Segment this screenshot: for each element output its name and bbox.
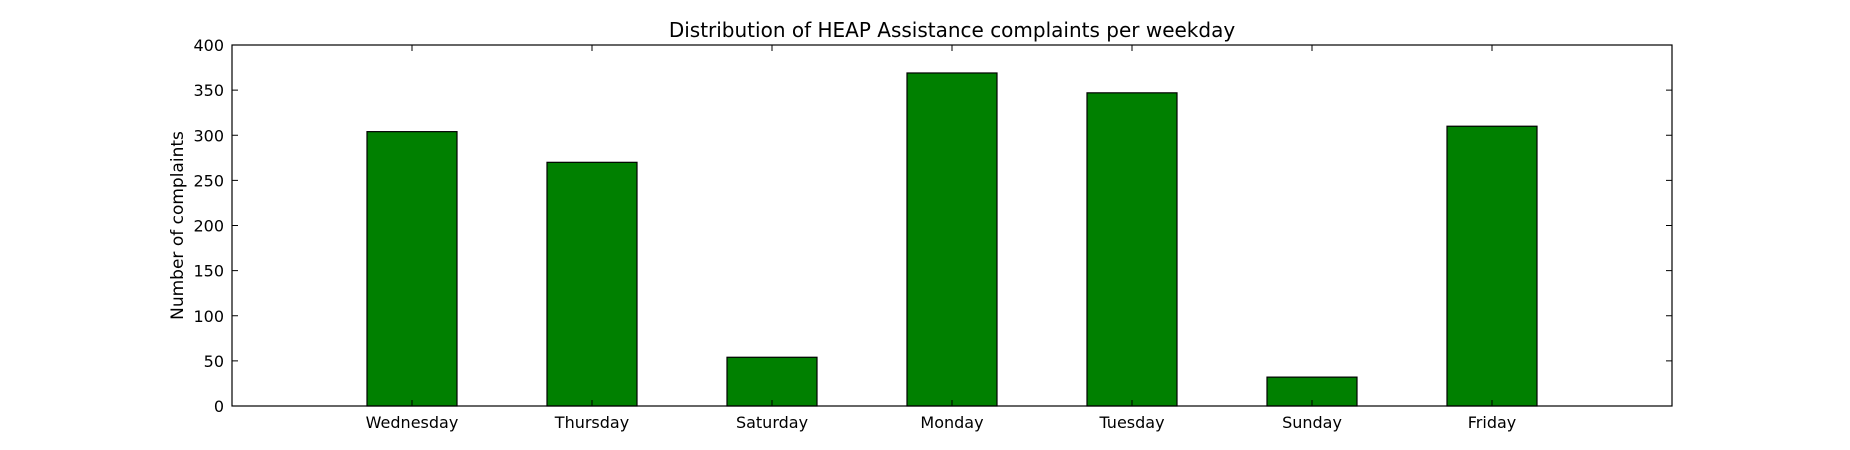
x-tick-label: Thursday: [554, 413, 629, 432]
bars-layer: [366, 72, 1538, 407]
x-tick-label: Monday: [920, 413, 983, 432]
bar-saturday: [726, 356, 818, 407]
y-tick-label: 150: [193, 262, 224, 281]
x-tick-label: Tuesday: [1098, 413, 1164, 432]
bar-monday: [906, 72, 998, 407]
y-tick-label: 100: [193, 307, 224, 326]
y-tick-label: 0: [214, 397, 224, 416]
x-tick-label: Sunday: [1282, 413, 1342, 432]
y-tick-label: 50: [204, 352, 224, 371]
x-tick-label: Saturday: [736, 413, 808, 432]
y-tick-label: 200: [193, 217, 224, 236]
y-tick-label: 300: [193, 126, 224, 145]
chart-title: Distribution of HEAP Assistance complain…: [669, 18, 1236, 42]
x-tick-label: Friday: [1468, 413, 1517, 432]
bar-tuesday: [1086, 92, 1178, 407]
bar-thursday: [546, 161, 638, 407]
y-tick-label: 350: [193, 81, 224, 100]
x-tick-label: Wednesday: [366, 413, 459, 432]
y-tick-label: 250: [193, 171, 224, 190]
bar-friday: [1446, 125, 1538, 407]
y-tick-label: 400: [193, 36, 224, 55]
plot-frame: [231, 44, 1673, 407]
y-axis-label: Number of complaints: [168, 131, 188, 320]
ticks-layer: Wednesday Thursday Saturday Monday Tuesday Su…: [193, 36, 1672, 432]
bar-wednesday: [366, 131, 458, 407]
